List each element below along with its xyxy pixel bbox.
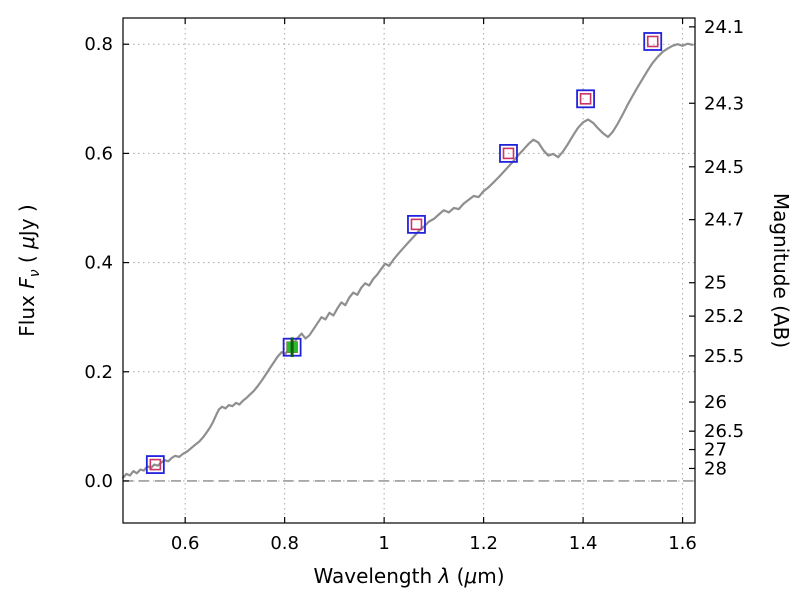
photometry-marker-inner: [579, 93, 592, 105]
y-tick-label-right: 26: [704, 392, 727, 413]
y-tick-label-right: 24.1: [704, 17, 744, 38]
photometry-marker-outer: [499, 143, 518, 163]
y-axis-label-left: Flux Fν ( μJy ): [15, 204, 43, 336]
spectrum-line: [121, 42, 694, 479]
photometry-marker-inner: [646, 35, 659, 48]
x-tick-label: 1.4: [569, 533, 598, 554]
photometry-marker-inner: [502, 147, 515, 160]
x-tick-label: 0.8: [270, 533, 299, 554]
y-tick-label-right: 24.5: [704, 157, 744, 178]
x-tick-label: 0.6: [171, 533, 200, 554]
x-tick-label: 1.6: [668, 533, 697, 554]
photometry-marker-outer: [576, 89, 595, 109]
y-tick-label-left: 0.2: [84, 362, 113, 383]
y-tick-label-left: 0.4: [84, 253, 113, 274]
y-tick-label-right: 25.2: [704, 306, 744, 327]
y-tick-label-right: 26.5: [704, 421, 744, 442]
x-tick-label: 1: [378, 533, 389, 554]
photometry-marker-inner: [410, 218, 423, 231]
y-tick-label-right: 27: [704, 440, 727, 461]
photometry-marker-outer: [145, 455, 165, 474]
photometry-marker-inner: [149, 458, 162, 471]
y-tick-label-right: 24.7: [704, 210, 744, 231]
y-tick-label-left: 0.0: [84, 471, 113, 492]
photometry-marker-outer: [407, 214, 426, 234]
y-tick-label-right: 25.5: [704, 346, 744, 367]
y-tick-label-right: 24.3: [704, 93, 744, 114]
y-tick-label-left: 0.6: [84, 143, 113, 164]
y-tick-label-right: 25: [704, 273, 727, 294]
y-axis-label-right: Magnitude (AB): [769, 193, 793, 348]
x-tick-label: 1.2: [469, 533, 498, 554]
x-axis-label: Wavelength λ (μm): [313, 564, 504, 588]
plot-frame: [122, 17, 696, 524]
y-tick-label-right: 28: [704, 458, 727, 479]
y-tick-label-left: 0.8: [84, 34, 113, 55]
photometry-marker-outer: [643, 32, 663, 51]
